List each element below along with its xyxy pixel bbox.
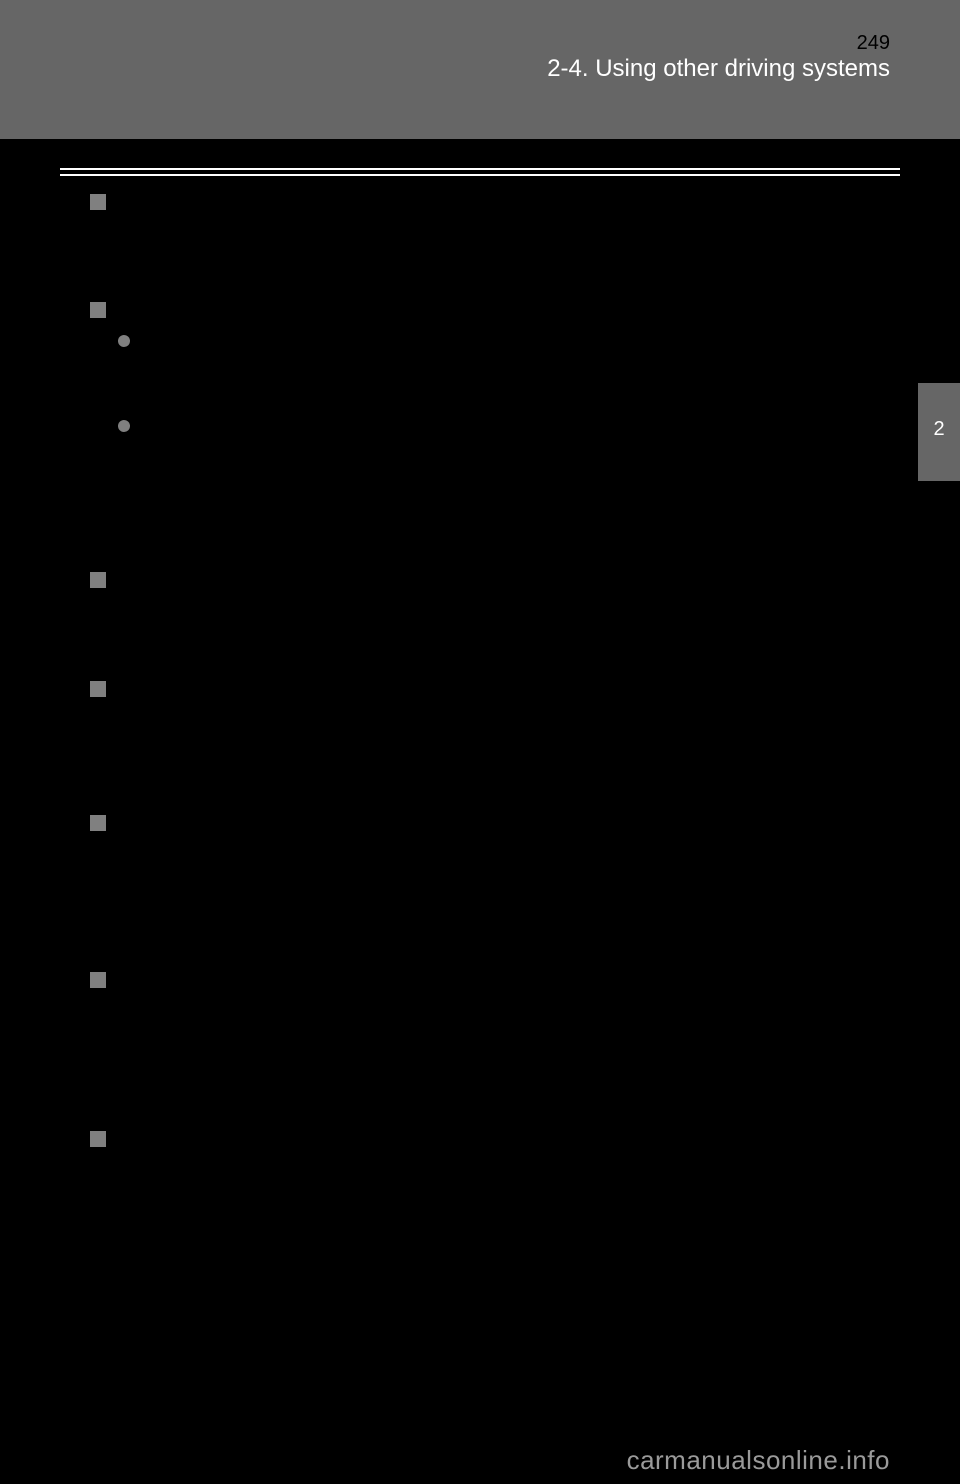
section-title: Automatic cancelation of vehicle-to-vehi… bbox=[118, 568, 689, 591]
section-heading: Changing the vehicle-to-vehicle distance bbox=[90, 968, 880, 991]
side-tab-number: 2 bbox=[933, 418, 944, 441]
section-title: Automatic cancelation of constant speed … bbox=[118, 1127, 581, 1150]
section-body: The shift lever is in D or range 4 or hi… bbox=[118, 221, 880, 272]
section-title: Conditions under which the vehicle-to-ve… bbox=[118, 811, 880, 857]
bullet-item: Even without canceling the cruise contro… bbox=[118, 329, 880, 406]
section-title: If the vehicle speed drops to approximat… bbox=[118, 677, 768, 700]
section-heading: If the vehicle speed drops to approximat… bbox=[90, 677, 880, 700]
circle-bullet-icon bbox=[118, 335, 130, 347]
section-title: Changing the vehicle-to-vehicle distance bbox=[118, 968, 506, 991]
square-bullet-icon bbox=[90, 815, 106, 831]
section: Changing the vehicle-to-vehicle distance… bbox=[90, 968, 880, 1102]
section-body: The cruise control will stop maintaining… bbox=[118, 1158, 880, 1261]
section-body: When the vehicle-to-vehicle distance has… bbox=[118, 708, 880, 785]
square-bullet-icon bbox=[90, 572, 106, 588]
bullet-item: When the vehicle slows down due to a veh… bbox=[118, 414, 880, 542]
section: Automatic cancelation of constant speed … bbox=[90, 1127, 880, 1261]
square-bullet-icon bbox=[90, 194, 106, 210]
section-title: Accelerating after setting the vehicle s… bbox=[118, 298, 530, 321]
square-bullet-icon bbox=[90, 1131, 106, 1147]
section-title: Dynamic radar cruise control can be set … bbox=[118, 190, 555, 213]
section-heading: Conditions under which the vehicle-to-ve… bbox=[90, 811, 880, 857]
side-tab: 2 bbox=[918, 383, 960, 481]
section-heading: Automatic cancelation of constant speed … bbox=[90, 1127, 880, 1150]
section: Conditions under which the vehicle-to-ve… bbox=[90, 811, 880, 942]
side-tab-label: When driving bbox=[938, 490, 954, 572]
page-header: 249 2-4. Using other driving systems bbox=[0, 0, 960, 139]
square-bullet-icon bbox=[90, 681, 106, 697]
square-bullet-icon bbox=[90, 302, 106, 318]
section: Automatic cancelation of vehicle-to-vehi… bbox=[90, 568, 880, 650]
section-heading: Automatic cancelation of vehicle-to-vehi… bbox=[90, 568, 880, 591]
section-body: Apply the brakes as necessary in any of … bbox=[118, 865, 880, 942]
bullet-text: When the vehicle slows down due to a veh… bbox=[140, 414, 880, 542]
section-body: If a vehicle ahead of you leaves the lan… bbox=[118, 599, 880, 650]
square-bullet-icon bbox=[90, 972, 106, 988]
section-body: When you move to a lane with a vehicle i… bbox=[118, 999, 880, 1102]
circle-bullet-icon bbox=[118, 420, 130, 432]
bullet-text: Even without canceling the cruise contro… bbox=[140, 329, 880, 406]
divider-rule bbox=[60, 168, 900, 176]
content-area: Dynamic radar cruise control can be set … bbox=[90, 190, 880, 1287]
watermark: carmanualsonline.info bbox=[627, 1445, 890, 1476]
page-number: 249 bbox=[857, 32, 890, 55]
section: Dynamic radar cruise control can be set … bbox=[90, 190, 880, 272]
page: 249 2-4. Using other driving systems 2 W… bbox=[0, 0, 960, 1484]
section-heading: Accelerating after setting the vehicle s… bbox=[90, 298, 880, 321]
section-label: 2-4. Using other driving systems bbox=[547, 55, 890, 83]
section-heading: Dynamic radar cruise control can be set … bbox=[90, 190, 880, 213]
section: Accelerating after setting the vehicle s… bbox=[90, 298, 880, 542]
section: If the vehicle speed drops to approximat… bbox=[90, 677, 880, 785]
